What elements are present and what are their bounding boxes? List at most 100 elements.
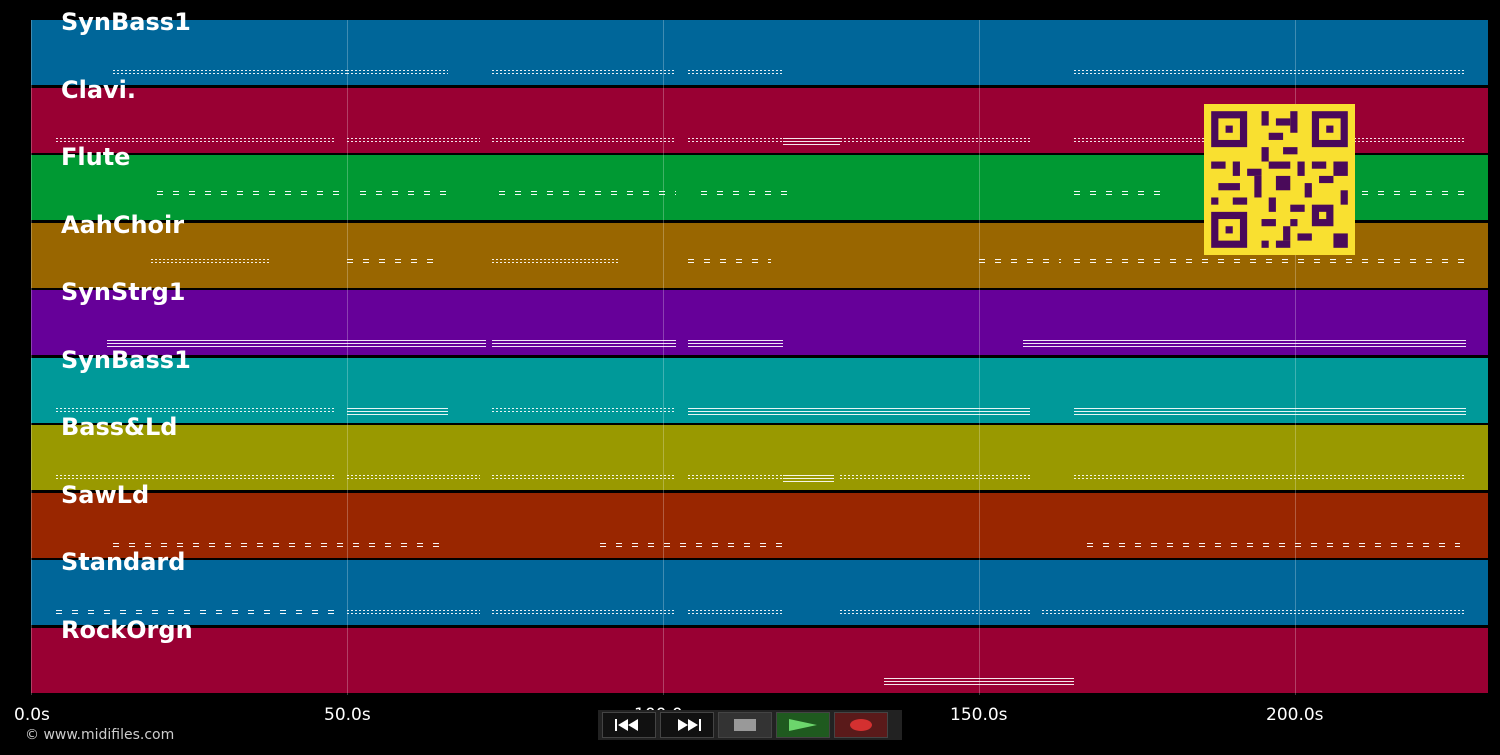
note-mark xyxy=(113,545,442,547)
track-name: SynBass1 xyxy=(61,345,191,374)
note-mark xyxy=(56,137,335,139)
note-mark xyxy=(1073,194,1169,195)
tick-label: 200.0s xyxy=(1266,705,1324,725)
gridline xyxy=(979,20,981,695)
note-mark xyxy=(783,478,834,479)
note-mark xyxy=(492,261,619,263)
note-mark xyxy=(1073,413,1466,415)
fast-forward-button[interactable] xyxy=(660,712,714,738)
note-mark xyxy=(151,261,272,263)
note-mark xyxy=(1345,191,1466,192)
note-mark xyxy=(492,258,619,260)
record-button[interactable] xyxy=(834,712,888,738)
note-mark xyxy=(884,683,1074,685)
note-mark xyxy=(492,478,676,479)
note-mark xyxy=(884,680,1074,682)
track-name: AahChoir xyxy=(61,210,185,239)
note-mark xyxy=(688,407,1030,409)
note-mark xyxy=(347,610,480,611)
note-mark xyxy=(498,191,676,192)
note-mark xyxy=(359,191,455,192)
note-mark xyxy=(783,137,841,139)
tick-label: 50.0s xyxy=(324,705,371,725)
note-mark xyxy=(492,140,676,142)
note-mark xyxy=(347,478,480,479)
note-mark xyxy=(688,340,784,341)
note-mark xyxy=(347,613,480,614)
qr-code xyxy=(1204,104,1355,255)
note-mark xyxy=(783,140,841,142)
note-mark xyxy=(106,343,348,344)
note-mark xyxy=(688,258,771,260)
note-mark xyxy=(492,410,676,412)
gridline xyxy=(347,20,349,695)
note-mark xyxy=(492,137,676,139)
track-lane: Standard xyxy=(31,548,1488,625)
tick-label: 0.0s xyxy=(14,705,50,725)
note-mark xyxy=(492,343,676,344)
note-mark xyxy=(347,261,436,263)
note-mark xyxy=(1073,410,1466,412)
track-name: Flute xyxy=(61,143,131,171)
track-name: RockOrgn xyxy=(61,615,193,644)
note-mark xyxy=(1345,194,1466,195)
note-mark xyxy=(359,194,455,195)
note-mark xyxy=(884,677,1074,679)
rewind-icon xyxy=(615,719,638,731)
note-mark xyxy=(1042,610,1466,611)
note-mark xyxy=(1073,191,1169,192)
note-mark xyxy=(1073,258,1466,260)
note-mark xyxy=(1073,70,1466,71)
stop-button[interactable] xyxy=(718,712,772,738)
note-mark xyxy=(688,410,1030,412)
note-mark xyxy=(688,475,784,476)
note-mark xyxy=(1023,340,1466,341)
note-mark xyxy=(56,478,335,479)
note-mark xyxy=(1073,73,1466,74)
note-mark xyxy=(1023,346,1466,347)
track-name: Standard xyxy=(61,548,186,576)
note-mark xyxy=(56,610,335,611)
note-mark xyxy=(1073,407,1466,409)
track-lane: SawLd xyxy=(31,481,1488,558)
note-mark xyxy=(347,137,480,139)
rewind-button[interactable] xyxy=(602,712,656,738)
note-mark xyxy=(840,475,1030,476)
fast-forward-icon xyxy=(678,719,701,731)
note-mark xyxy=(113,542,442,544)
track-lane: RockOrgn xyxy=(31,616,1488,693)
note-mark xyxy=(783,481,834,482)
track-name: SawLd xyxy=(61,480,150,509)
note-mark xyxy=(688,478,784,479)
note-mark xyxy=(492,613,676,614)
note-mark xyxy=(56,407,335,409)
note-mark xyxy=(492,73,676,74)
note-mark xyxy=(1042,613,1466,614)
note-mark xyxy=(688,261,771,263)
note-mark xyxy=(347,413,449,415)
note-mark xyxy=(840,478,1030,479)
track-name: Bass&Ld xyxy=(61,413,178,441)
note-mark xyxy=(106,346,348,347)
note-mark xyxy=(56,140,335,142)
track-lane: SynBass1 xyxy=(31,8,1488,85)
note-mark xyxy=(492,340,676,341)
note-mark xyxy=(347,346,487,347)
note-mark xyxy=(688,346,784,347)
gridline xyxy=(31,20,32,695)
note-mark xyxy=(492,407,676,409)
note-mark xyxy=(979,261,1062,263)
note-mark xyxy=(1073,261,1466,263)
gridline xyxy=(663,20,665,695)
note-mark xyxy=(840,140,1030,142)
note-mark xyxy=(157,194,341,195)
track-lane: SynStrg1 xyxy=(31,278,1488,355)
tick-label: 150.0s xyxy=(950,705,1008,725)
note-mark xyxy=(979,258,1062,260)
note-mark xyxy=(701,194,790,195)
note-mark xyxy=(688,137,784,139)
play-button[interactable] xyxy=(776,712,830,738)
track-name: SynStrg1 xyxy=(61,278,186,306)
note-mark xyxy=(56,613,335,614)
note-mark xyxy=(347,340,487,341)
